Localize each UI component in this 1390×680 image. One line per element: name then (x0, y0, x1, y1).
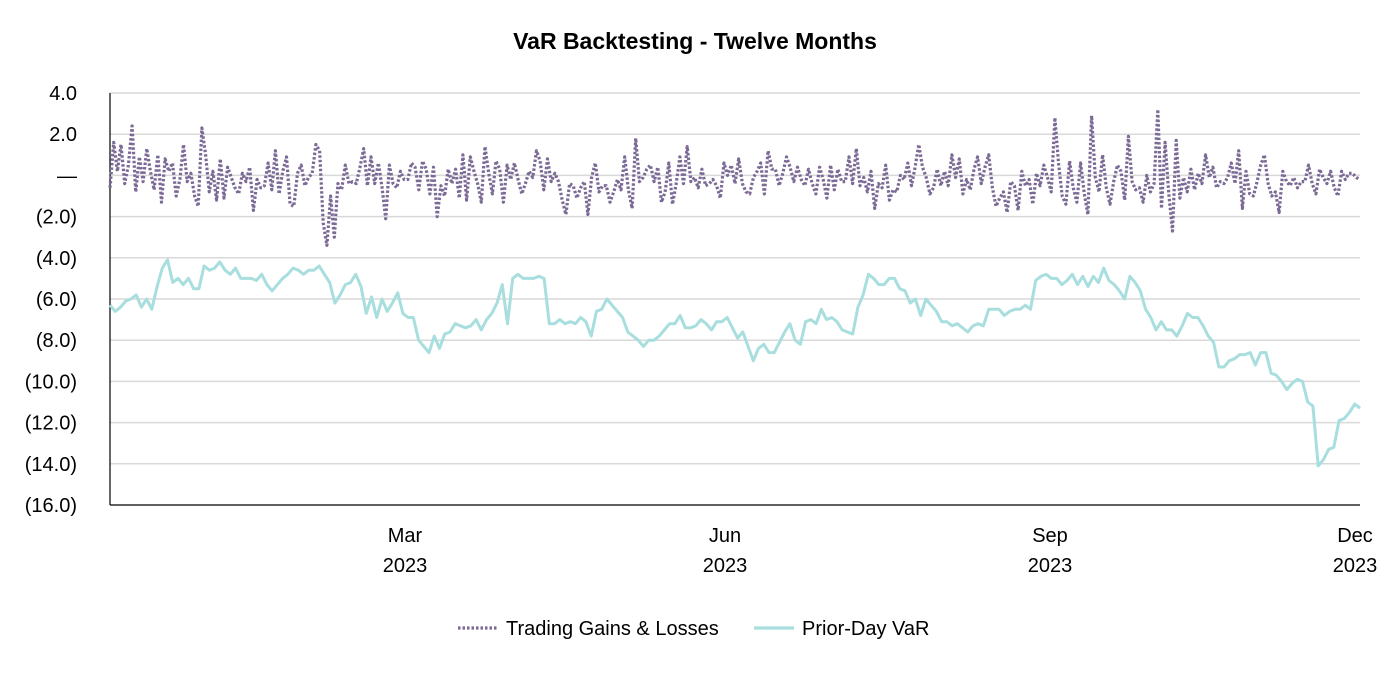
y-axis-tick-labels: 4.0 2.0 — (2.0) (4.0) (6.0) (8.0) (10.0) (12.0) (… (25, 83, 77, 517)
chart-title: VaR Backtesting - Twelve Months (513, 28, 877, 54)
x-tick-month: Sep (1032, 525, 1068, 547)
series-prior-day-var (108, 258, 1361, 468)
gridlines (110, 92, 1360, 465)
y-tick-label: (4.0) (36, 248, 77, 270)
x-tick-year: 2023 (1333, 555, 1378, 577)
x-axis-tick-labels: Mar 2023 Jun 2023 Sep 2023 Dec 2023 (383, 525, 1378, 577)
legend-label: Prior-Day VaR (802, 618, 929, 640)
y-tick-label: (16.0) (25, 495, 77, 517)
y-tick-label: — (57, 165, 77, 187)
series-lines (108, 107, 1361, 468)
x-tick-month: Jun (709, 525, 741, 547)
y-tick-label: (14.0) (25, 454, 77, 476)
y-tick-label: 2.0 (49, 124, 77, 146)
x-tick-year: 2023 (703, 555, 748, 577)
y-tick-label: (8.0) (36, 330, 77, 352)
legend-label: Trading Gains & Losses (506, 618, 719, 640)
x-tick-year: 2023 (1028, 555, 1073, 577)
y-tick-label: (6.0) (36, 289, 77, 311)
y-tick-label: 4.0 (49, 83, 77, 105)
x-tick-year: 2023 (383, 555, 428, 577)
y-tick-label: (2.0) (36, 207, 77, 229)
series-trading-gains-losses (108, 107, 1361, 247)
y-tick-label: (10.0) (25, 371, 77, 393)
x-tick-month: Mar (388, 525, 423, 547)
x-tick-month: Dec (1337, 525, 1373, 547)
y-tick-label: (12.0) (25, 413, 77, 435)
legend: Trading Gains & Losses Prior-Day VaR (458, 618, 929, 640)
